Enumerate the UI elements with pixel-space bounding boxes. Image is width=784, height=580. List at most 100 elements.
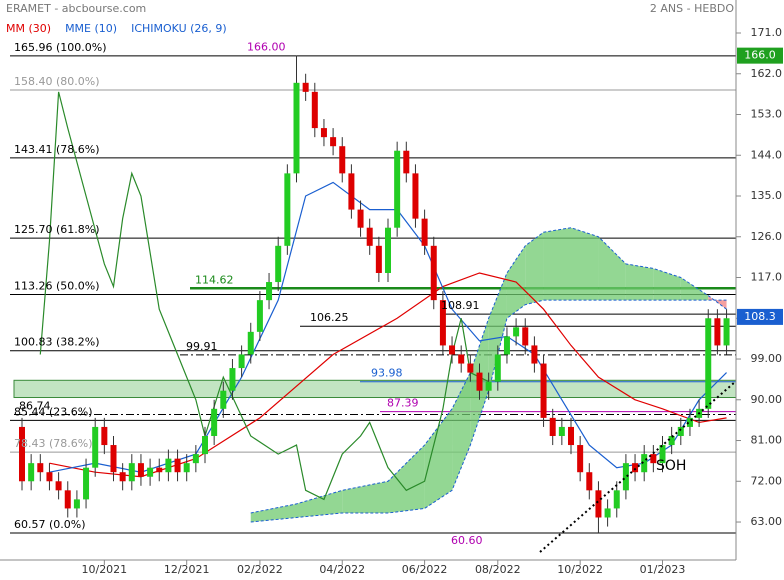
candle-body (302, 82, 309, 92)
cloud (296, 490, 343, 518)
x-tick-label: 04/2022 (319, 563, 365, 576)
y-tick-label: 63.00 (751, 515, 783, 528)
candle-body (192, 454, 199, 464)
candle-body (485, 381, 492, 391)
cloud (525, 232, 544, 305)
candle-body (394, 150, 401, 228)
legend-entry: ICHIMOKU (26, 9) (131, 22, 227, 35)
candle-body (311, 91, 318, 129)
trend-line (539, 381, 736, 553)
x-tick-label: 10/2022 (557, 563, 603, 576)
cloud (452, 372, 471, 491)
candle-body (650, 454, 657, 464)
y-tick-label: 135.0 (751, 189, 783, 202)
candle-body (568, 426, 574, 446)
annotation-label: 86.74 (19, 400, 51, 413)
candle-body (165, 458, 172, 473)
cloud-edge (250, 299, 727, 523)
x-tick-label: 10/2021 (81, 563, 127, 576)
chart-subtitle: 2 ANS - HEBDO (650, 2, 734, 15)
y-tick-label: 171.0 (751, 26, 783, 39)
candle-body (284, 173, 291, 246)
y-tick-label: 117.0 (751, 271, 783, 284)
annotation-label: 114.62 (195, 273, 234, 286)
overlay-layer: 171.0162.0153.0144.0135.0126.0117.0108.0… (6, 22, 783, 576)
candle-body (494, 354, 501, 382)
candle-body (128, 463, 135, 482)
x-tick-label: 12/2021 (164, 563, 210, 576)
candle-body (119, 472, 126, 482)
candle-body (677, 426, 684, 436)
fib-label: 78.43 (78.6%) (14, 437, 93, 450)
candle-body (64, 490, 71, 509)
candle-body (668, 435, 675, 446)
indicator-line (39, 91, 489, 501)
candle-body (540, 363, 547, 418)
candle-body (705, 318, 712, 409)
candle-body (366, 227, 373, 246)
candle-body (613, 490, 620, 509)
cloud (543, 227, 571, 301)
annotation-label: 93.98 (371, 367, 403, 380)
y-tick-label: 72.00 (751, 474, 783, 487)
candle-body (522, 327, 529, 346)
annotation-label: 108.91 (441, 299, 480, 312)
fib-label: 113.26 (50.0%) (14, 279, 100, 292)
y-tick-label: 81.00 (751, 434, 783, 447)
note: SOH (656, 458, 686, 474)
y-tick-label: 90.00 (751, 393, 783, 406)
price-box (737, 47, 783, 64)
candle-body (147, 467, 154, 477)
candle-body (238, 354, 245, 369)
candle-body (449, 345, 456, 355)
candle-body (558, 426, 565, 436)
legend-entry: MM (30) (6, 22, 51, 35)
legend-entry: MME (10) (65, 22, 117, 35)
cloud (424, 408, 453, 509)
cloud (488, 272, 507, 391)
y-tick-label: 162.0 (751, 67, 783, 80)
candle-body (174, 458, 181, 473)
candle-body (723, 318, 730, 346)
candle-body (659, 445, 666, 464)
candle-body (503, 336, 510, 355)
candle-body (375, 245, 382, 273)
y-tick-label: 144.0 (751, 148, 783, 161)
cloud (571, 227, 599, 301)
candle-body (330, 137, 337, 147)
candle-body (476, 372, 483, 391)
candle-body (403, 150, 410, 174)
cloud (250, 503, 297, 523)
candle-body (412, 173, 419, 219)
candle-body (513, 327, 520, 337)
candle-body (467, 363, 474, 373)
candle-body (348, 173, 355, 210)
candle-body (604, 508, 611, 518)
cloud (598, 236, 626, 301)
candle-body (714, 318, 721, 346)
candle-body (247, 331, 254, 355)
candle-body (586, 472, 593, 491)
candle-body (622, 463, 629, 491)
candle-body (531, 345, 538, 364)
candle-body (266, 282, 273, 301)
fib-label: 165.96 (100.0%) (14, 41, 107, 54)
cloud (388, 445, 425, 513)
candle-body (229, 368, 236, 391)
candle-body (37, 463, 44, 473)
candle-body (137, 463, 144, 477)
fib-label: 85.44 (23.6%) (14, 405, 93, 418)
candle-body (156, 467, 163, 473)
candle-body (641, 454, 648, 473)
x-tick-label: 02/2022 (237, 563, 283, 576)
fib-label: 158.40 (80.0%) (14, 75, 100, 88)
chart-title: ERAMET - abcbourse.com (6, 2, 146, 15)
fib-label: 125.70 (61.8%) (14, 223, 100, 236)
price-label: 108.3 (744, 310, 776, 323)
candle-body (28, 463, 35, 482)
candle-body (202, 435, 208, 455)
candle-body (320, 128, 327, 138)
cloud (625, 263, 654, 301)
price-label: 166.0 (744, 49, 776, 62)
